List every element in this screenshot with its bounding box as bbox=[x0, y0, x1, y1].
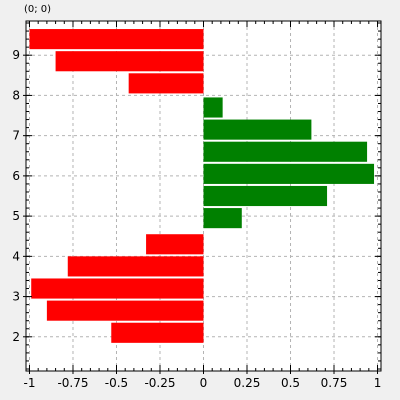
bar-8 bbox=[203, 141, 368, 162]
coordinate-readout: (0; 0) bbox=[24, 4, 52, 15]
x-tick-label-3: -0.25 bbox=[144, 376, 175, 390]
y-tick-label-6: 8 bbox=[12, 88, 20, 102]
bar-11 bbox=[128, 73, 204, 94]
y-tick-label-1: 3 bbox=[12, 290, 20, 304]
x-tick-label-4: 0 bbox=[200, 376, 208, 390]
bar-7 bbox=[203, 163, 375, 184]
y-tick-label-3: 5 bbox=[12, 209, 20, 223]
bar-13 bbox=[29, 29, 204, 50]
x-tick-label-5: 0.25 bbox=[234, 376, 261, 390]
bar-series bbox=[29, 29, 375, 343]
bar-0 bbox=[111, 322, 204, 343]
y-tick-label-0: 2 bbox=[12, 330, 20, 344]
x-tick-label-6: 0.5 bbox=[281, 376, 300, 390]
x-axis-ticks: -1 -0.75 -0.5 -0.25 0 0.25 0.5 0.75 1 bbox=[23, 21, 381, 390]
bar-4 bbox=[146, 234, 204, 255]
y-tick-label-7: 9 bbox=[12, 48, 20, 62]
y-tick-label-2: 4 bbox=[12, 249, 20, 263]
bar-2 bbox=[31, 278, 204, 299]
bar-12 bbox=[55, 51, 204, 72]
x-tick-label-1: -0.75 bbox=[57, 376, 88, 390]
bar-9 bbox=[203, 119, 312, 140]
y-tick-label-4: 6 bbox=[12, 169, 20, 183]
bar-6 bbox=[203, 185, 328, 207]
x-tick-label-2: -0.5 bbox=[105, 376, 128, 390]
x-tick-label-0: -1 bbox=[23, 376, 35, 390]
bar-3 bbox=[67, 256, 204, 277]
bar-1 bbox=[46, 300, 204, 321]
bar-5 bbox=[203, 208, 242, 229]
y-tick-label-5: 7 bbox=[12, 129, 20, 143]
x-tick-label-7: 0.75 bbox=[321, 376, 348, 390]
x-tick-label-8: 1 bbox=[374, 376, 382, 390]
y-axis-ticks: 2 3 4 5 6 7 8 9 bbox=[12, 22, 381, 370]
bar-10 bbox=[203, 97, 223, 118]
